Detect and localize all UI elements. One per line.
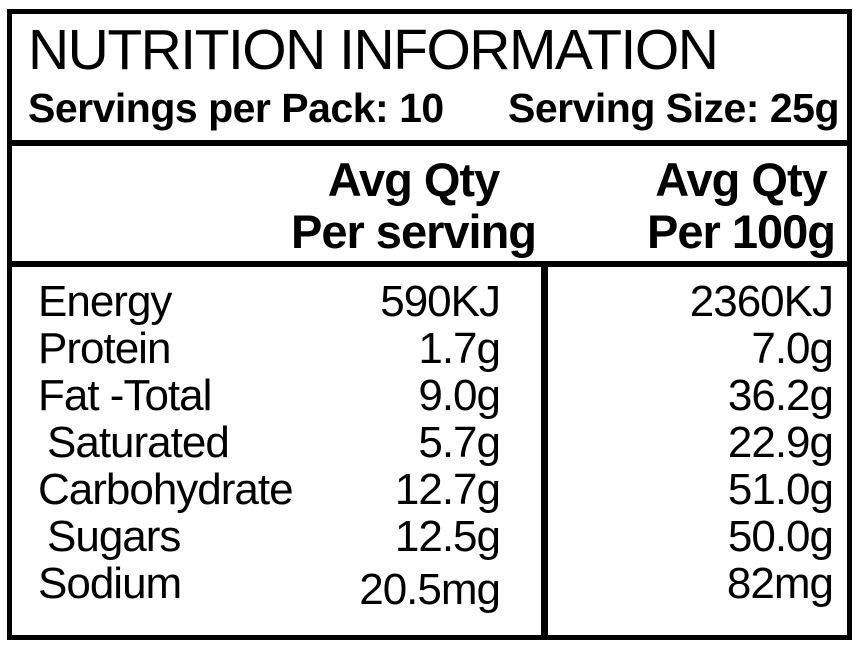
nutrient-table: Energy 590KJ 2360KJ Protein 1.7g 7.0g Fa… <box>12 267 847 635</box>
per-100g-value: 36.2g <box>727 371 834 420</box>
nutrient-row: Energy 590KJ 2360KJ <box>12 278 847 325</box>
per-100g-value: 7.0g <box>751 324 834 373</box>
column-divider <box>541 267 548 635</box>
per-100g-value: 22.9g <box>727 418 834 467</box>
per-100g-value: 2360KJ <box>689 277 834 326</box>
column-header-section: Avg Qty Per serving Avg Qty Per 100g <box>12 146 847 261</box>
divider-header-body <box>12 261 847 267</box>
nutrient-name: Energy <box>38 277 172 326</box>
nutrient-name: Saturated <box>47 418 230 467</box>
per-serving-header-line1: Avg Qty <box>327 153 500 206</box>
nutrient-row: Sodium 20.5mg 82mg <box>12 559 847 613</box>
nutrient-row: Fat -Total 9.0g 36.2g <box>12 372 847 419</box>
per-100g-header-line2: Per 100g <box>647 205 836 258</box>
per-100g-value: 82mg <box>726 559 834 608</box>
per-serving-header-line2: Per serving <box>290 205 537 258</box>
nutrient-row: Protein 1.7g 7.0g <box>12 325 847 372</box>
per-serving-value: 20.5mg <box>359 565 501 614</box>
nutrient-row: Carbohydrate 12.7g 51.0g <box>12 466 847 513</box>
nutrient-name: Carbohydrate <box>38 465 294 514</box>
nutrient-rows: Energy 590KJ 2360KJ Protein 1.7g 7.0g Fa… <box>12 278 847 613</box>
nutrient-name: Sodium <box>38 559 182 608</box>
per-serving-value: 12.7g <box>394 465 501 514</box>
per-100g-header: Avg Qty Per 100g <box>536 154 847 261</box>
serving-size: Serving Size: 25g <box>507 85 840 131</box>
nutrition-label-box: NUTRITION INFORMATION Servings per Pack:… <box>7 9 852 640</box>
divider-title-header <box>12 140 847 146</box>
nutrient-name: Fat -Total <box>38 371 212 420</box>
nutrient-name: Sugars <box>47 512 181 561</box>
per-serving-value: 12.5g <box>394 512 501 561</box>
nutrient-row: Sugars 12.5g 50.0g <box>12 513 847 560</box>
per-serving-value: 1.7g <box>418 324 501 373</box>
per-serving-value: 9.0g <box>418 371 501 420</box>
page-title: NUTRITION INFORMATION <box>28 18 719 82</box>
servings-row: Servings per Pack: 10 Serving Size: 25g <box>28 83 841 133</box>
per-serving-value: 5.7g <box>418 418 501 467</box>
per-serving-header: Avg Qty Per serving <box>12 153 537 261</box>
title-section: NUTRITION INFORMATION Servings per Pack:… <box>12 14 847 140</box>
per-100g-header-line1: Avg Qty <box>655 153 827 206</box>
nutrient-row: Saturated 5.7g 22.9g <box>12 419 847 466</box>
servings-per-pack: Servings per Pack: 10 <box>28 85 444 131</box>
per-100g-value: 50.0g <box>727 512 834 561</box>
nutrient-name: Protein <box>38 324 171 373</box>
per-serving-value: 590KJ <box>380 277 501 326</box>
per-100g-value: 51.0g <box>727 465 834 514</box>
